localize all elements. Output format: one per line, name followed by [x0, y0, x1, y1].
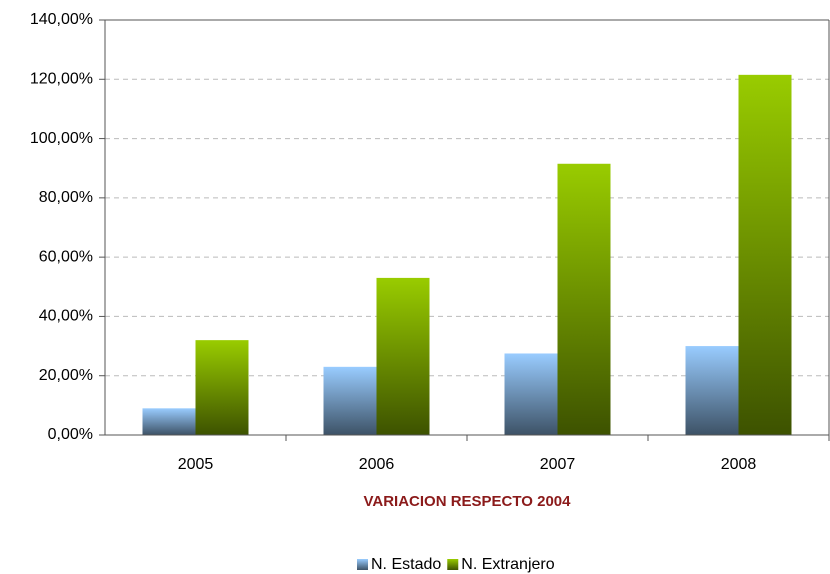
- bar: [557, 163, 611, 435]
- legend-label: N. Estado: [371, 556, 441, 573]
- y-tick-label: 100,00%: [30, 130, 93, 147]
- y-tick-label: 0,00%: [48, 426, 93, 443]
- x-axis-title: VARIACION RESPECTO 2004: [363, 493, 571, 510]
- bar: [738, 74, 792, 435]
- y-tick-label: 120,00%: [30, 71, 93, 88]
- legend-swatch: [447, 559, 459, 570]
- legend-label: N. Extranjero: [461, 556, 554, 573]
- x-tick-label: 2007: [540, 456, 576, 473]
- bar: [376, 277, 430, 435]
- x-tick-label: 2008: [721, 456, 757, 473]
- y-tick-label: 140,00%: [30, 11, 93, 28]
- bar: [504, 353, 558, 435]
- y-tick-label: 40,00%: [39, 308, 93, 325]
- y-tick-label: 20,00%: [39, 367, 93, 384]
- x-tick-label: 2006: [359, 456, 395, 473]
- x-tick-label: 2005: [178, 456, 214, 473]
- bar: [142, 408, 196, 435]
- y-tick-label: 80,00%: [39, 189, 93, 206]
- bar: [323, 366, 377, 435]
- legend-swatch: [357, 559, 368, 570]
- y-tick-label: 60,00%: [39, 248, 93, 265]
- bar: [685, 346, 739, 435]
- bar: [195, 340, 249, 435]
